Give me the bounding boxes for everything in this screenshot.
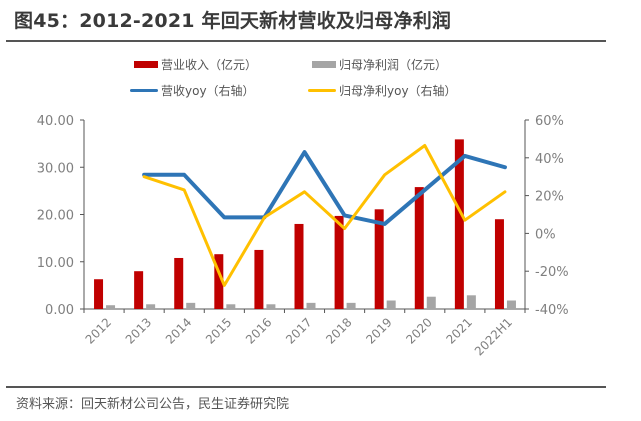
legend-net-profit-yoy: 归母净利yoy（右轴） [308,82,457,99]
legend-swatch-net-profit-yoy [308,89,336,92]
bar-net-profit [506,300,516,309]
legend-label-net-profit: 归母净利润（亿元） [339,58,448,72]
legend-label-net-profit-yoy: 归母净利yoy（右轴） [339,84,457,98]
bar-net-profit [306,302,316,309]
right-tick-label: 60% [535,114,564,129]
legend-label-revenue-yoy: 营收yoy（右轴） [161,84,255,98]
bar-revenue [334,215,344,309]
source-divider [6,386,606,388]
bar-net-profit [266,304,276,309]
x-tick-label: 2021 [443,315,474,346]
right-tick-label: 20% [535,190,564,205]
legend-net-profit: 归母净利润（亿元） [312,56,447,73]
bar-revenue [174,257,184,309]
bar-net-profit [226,304,236,309]
bar-revenue [214,254,224,309]
title-underline [6,40,606,42]
x-tick-label: 2019 [363,315,394,346]
x-tick-label: 2014 [163,315,194,346]
x-tick-label: 2016 [243,315,274,346]
legend-label-revenue: 营业收入（亿元） [161,58,258,72]
left-tick-label: 40.00 [37,114,74,129]
bar-net-profit [346,302,356,309]
left-tick-label: 0.00 [45,303,74,318]
legend-revenue: 营业收入（亿元） [134,56,257,73]
x-tick-label: 2022H1 [472,315,515,358]
x-tick-label: 2018 [323,315,354,346]
line-net-profit-yoy [142,144,507,287]
x-tick-label: 2015 [203,315,234,346]
x-tick-label: 2013 [123,315,154,346]
bar-net-profit [106,305,116,309]
legend-swatch-revenue [134,61,158,68]
right-tick-label: 40% [535,152,564,167]
bar-net-profit [186,302,196,309]
legend-revenue-yoy: 营收yoy（右轴） [130,82,255,99]
bar-revenue [134,271,144,309]
bar-revenue [294,223,304,309]
x-tick-label: 2012 [83,315,114,346]
bar-revenue [94,279,104,309]
bar-net-profit [466,295,476,309]
right-tick-label: 0% [535,227,556,242]
left-tick-label: 20.00 [37,209,74,224]
source-note: 资料来源：回天新材公司公告，民生证券研究院 [16,397,290,412]
bar-revenue [374,209,384,309]
left-tick-label: 30.00 [37,161,74,176]
legend-swatch-revenue-yoy [130,89,158,92]
x-tick-label: 2017 [283,315,314,346]
legend-swatch-net-profit [312,61,336,68]
right-tick-label: -40% [535,303,569,318]
bar-revenue [414,187,424,309]
bar-revenue [254,249,264,309]
right-tick-label: -20% [535,265,569,280]
line-revenue-yoy [142,150,507,226]
bar-net-profit [426,296,436,309]
left-tick-label: 10.00 [37,256,74,271]
chart-title: 图45：2012-2021 年回天新材营收及归母净利润 [14,10,452,32]
bar-net-profit [146,304,156,309]
bar-revenue [494,219,504,309]
x-tick-label: 2020 [403,315,434,346]
bar-revenue [454,139,464,309]
bar-net-profit [386,300,396,309]
